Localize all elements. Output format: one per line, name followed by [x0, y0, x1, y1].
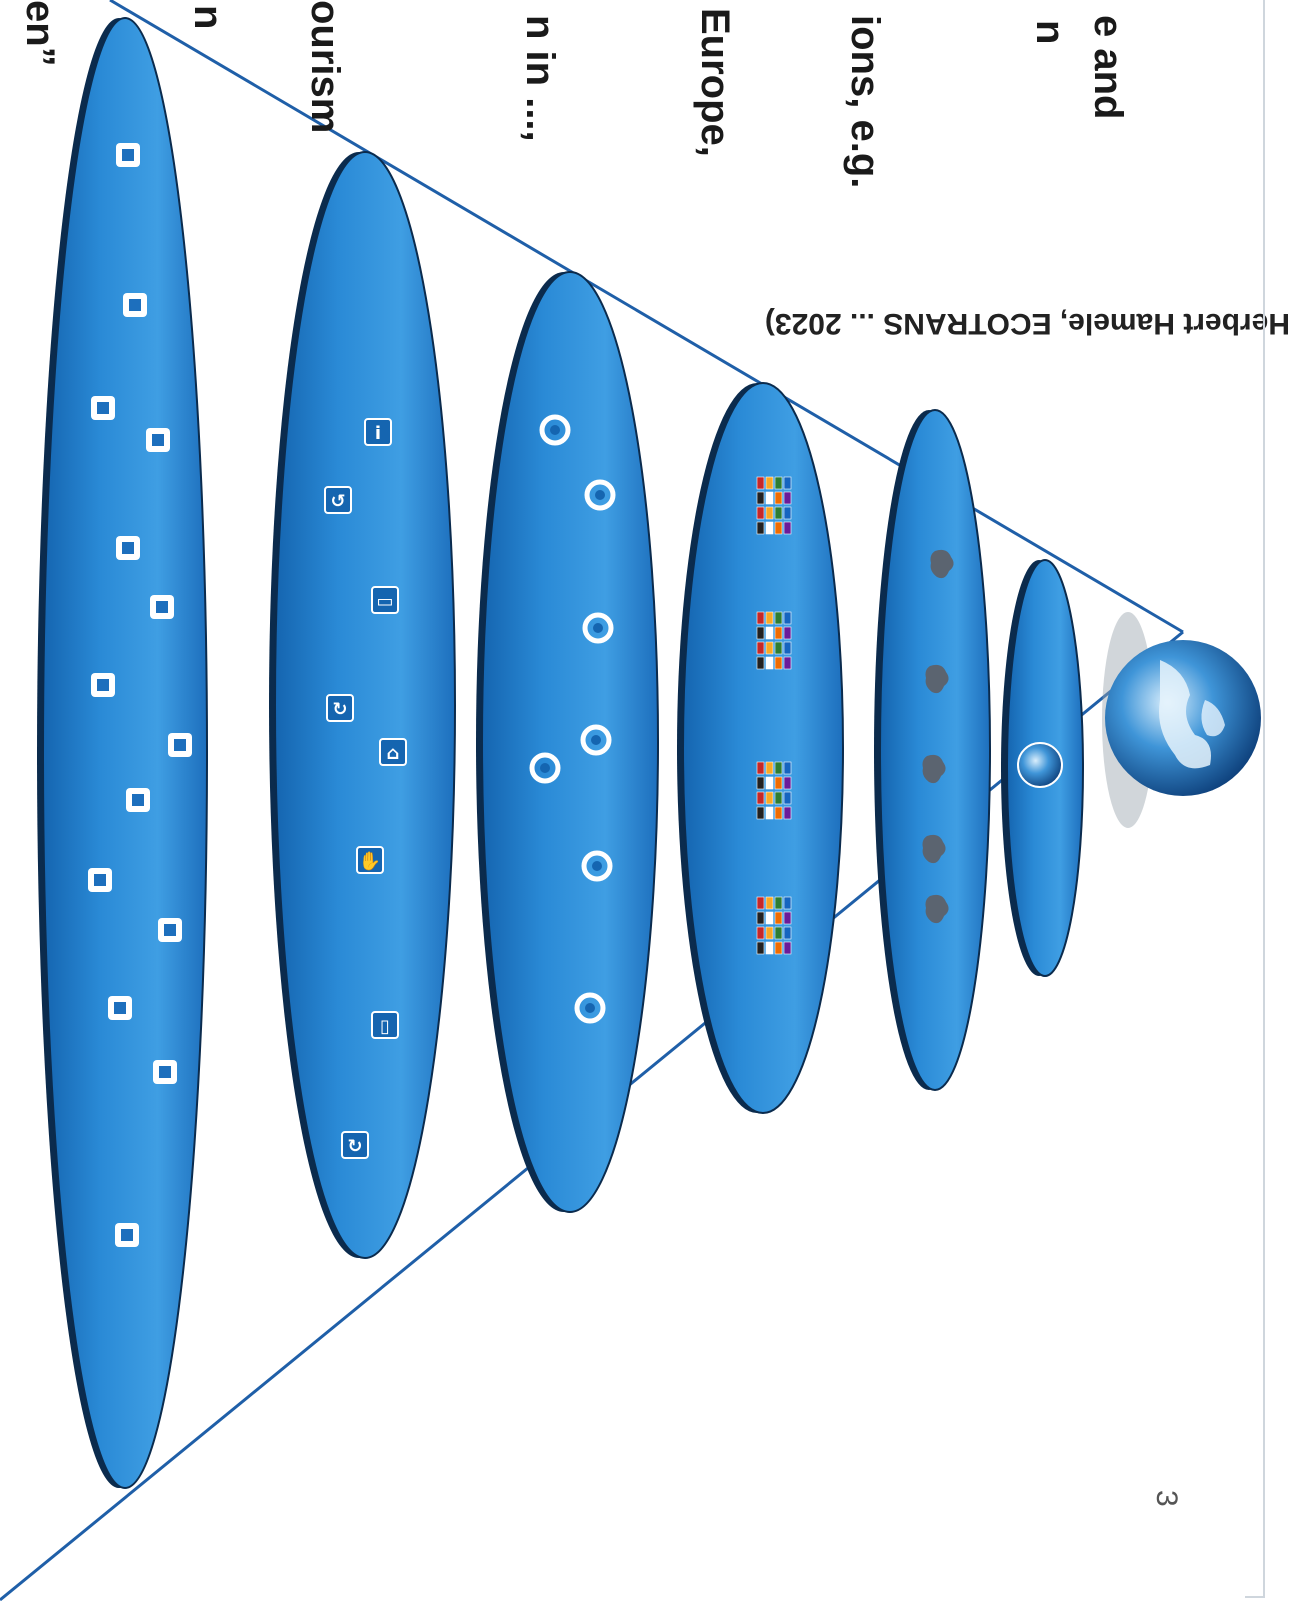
text-fragment-2: n: [1028, 20, 1072, 45]
page-number: 3: [1150, 1490, 1183, 1507]
ring-icon: [529, 752, 561, 784]
hand-icon: ✋: [356, 846, 384, 874]
door-icon: ▯: [371, 1011, 399, 1039]
flag-group-icon: [756, 476, 792, 535]
cycle-icon: ↻: [326, 694, 354, 722]
globe-continent-shape: [1159, 660, 1211, 769]
building-icon: [116, 536, 140, 560]
building-icon: [123, 293, 147, 317]
text-fragment-5: n in ...,: [518, 15, 562, 142]
continent-icon: [930, 549, 954, 579]
funnel-top-line: [109, 0, 1184, 634]
building-icon: [108, 996, 132, 1020]
cycle-icon: ↻: [341, 1131, 369, 1159]
disc-regions: [481, 271, 659, 1213]
text-fragment-4: Europe,: [693, 8, 737, 157]
continent-icon: [925, 664, 949, 694]
icons-layer: i ↺ ▭ ↻ ⌂ ✋ ▯ ↻: [88, 143, 1063, 1247]
flag-group-icon: [756, 761, 792, 820]
disc-continents: [879, 409, 991, 1091]
ring-icon: [539, 414, 571, 446]
svg-text:▯: ▯: [380, 1016, 390, 1037]
text-fragment-7: n: [186, 5, 230, 30]
svg-text:⌂: ⌂: [387, 743, 400, 764]
car-icon: ▭: [371, 586, 399, 614]
flag-group-icon: [756, 611, 792, 670]
page-border: [1263, 0, 1265, 1598]
globe-icon: [1017, 742, 1063, 788]
svg-text:✋: ✋: [359, 850, 381, 872]
flag-group-icon: [756, 896, 792, 955]
ring-icon: [574, 992, 606, 1024]
info-icon: i: [364, 418, 392, 446]
building-icon: [146, 428, 170, 452]
globe-continent-shape: [1201, 700, 1225, 737]
text-fragment-6: ourism: [303, 0, 347, 134]
svg-text:i: i: [375, 423, 381, 444]
disc-destinations: [274, 151, 456, 1259]
building-icon: [116, 143, 140, 167]
continent-icon: [922, 834, 946, 864]
building-icon: [150, 595, 174, 619]
home-icon: ⌂: [379, 738, 407, 766]
building-icon: [158, 918, 182, 942]
building-icon: [126, 788, 150, 812]
funnel-discs: [37, 17, 1084, 1489]
ring-icon: [584, 479, 616, 511]
text-fragment-3: ions, e.g.: [843, 15, 887, 189]
ring-icon: [581, 850, 613, 882]
text-fragment-8: en”: [18, 0, 62, 67]
disc-countries: [682, 382, 844, 1114]
continent-icon: [922, 754, 946, 784]
building-icon: [91, 396, 115, 420]
source-citation: (Herbert Hamele, ECOTRANS ... 2023): [764, 307, 1289, 340]
building-icon: [91, 673, 115, 697]
disc-businesses: [42, 17, 208, 1489]
text-fragment-1: e and: [1086, 15, 1130, 120]
building-icon: [168, 733, 192, 757]
svg-text:↻: ↻: [332, 699, 347, 720]
svg-text:↻: ↻: [347, 1136, 362, 1157]
building-icon: [88, 868, 112, 892]
ring-icon: [582, 612, 614, 644]
building-icon: [115, 1223, 139, 1247]
svg-text:↺: ↺: [330, 491, 345, 512]
building-icon: [153, 1060, 177, 1084]
continent-icon: [925, 894, 949, 924]
page-border-corner: [1245, 1596, 1265, 1598]
svg-text:▭: ▭: [376, 591, 393, 612]
ring-icon: [580, 724, 612, 756]
arrow-icon: ↺: [324, 486, 352, 514]
globe-layer: [1102, 612, 1261, 828]
